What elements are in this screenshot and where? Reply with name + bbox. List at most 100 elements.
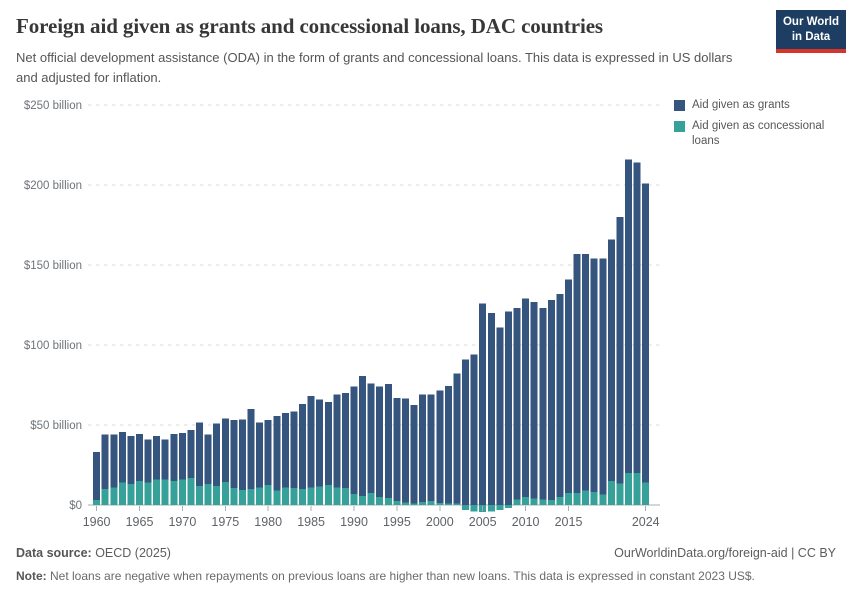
- bar-1967-loans[interactable]: [153, 479, 161, 505]
- bar-1989-grants[interactable]: [341, 393, 349, 489]
- bar-2005-grants[interactable]: [479, 303, 487, 505]
- bar-1984-loans[interactable]: [299, 489, 307, 505]
- bar-1973-loans[interactable]: [204, 484, 212, 505]
- bar-1977-loans[interactable]: [238, 489, 246, 505]
- bar-1982-grants[interactable]: [281, 413, 289, 488]
- bar-1972-loans[interactable]: [196, 485, 204, 505]
- bar-1995-loans[interactable]: [393, 501, 401, 505]
- bar-1969-loans[interactable]: [170, 481, 178, 505]
- bar-2015-loans[interactable]: [565, 493, 572, 505]
- bar-2013-grants[interactable]: [547, 300, 555, 501]
- bar-2017-grants[interactable]: [582, 253, 590, 491]
- bar-2017-loans[interactable]: [582, 490, 590, 505]
- bar-2011-grants[interactable]: [530, 301, 538, 499]
- bar-2014-loans[interactable]: [556, 497, 564, 505]
- bar-1994-grants[interactable]: [384, 384, 392, 498]
- bar-2009-grants[interactable]: [513, 308, 521, 500]
- bar-1975-loans[interactable]: [221, 481, 229, 505]
- bar-1995-grants[interactable]: [393, 397, 401, 501]
- bar-2020-loans[interactable]: [607, 481, 615, 505]
- bar-2022-grants[interactable]: [625, 159, 633, 473]
- bar-1989-loans[interactable]: [341, 488, 349, 505]
- bar-2012-grants[interactable]: [539, 308, 547, 500]
- bar-2020-grants[interactable]: [607, 239, 615, 481]
- bar-1988-grants[interactable]: [333, 394, 341, 488]
- bar-1996-grants[interactable]: [401, 398, 409, 503]
- bar-2018-grants[interactable]: [590, 258, 598, 493]
- bar-1991-grants[interactable]: [359, 376, 367, 497]
- bar-2016-loans[interactable]: [573, 493, 581, 505]
- bar-1978-loans[interactable]: [247, 489, 255, 505]
- bar-2019-grants[interactable]: [599, 258, 607, 495]
- bar-2021-grants[interactable]: [616, 217, 624, 484]
- bar-1984-grants[interactable]: [299, 404, 307, 489]
- bar-2000-loans[interactable]: [436, 503, 444, 505]
- bar-2021-loans[interactable]: [616, 483, 624, 505]
- bar-2014-grants[interactable]: [556, 293, 564, 497]
- bar-2008-loans[interactable]: [504, 505, 512, 509]
- bar-1987-grants[interactable]: [324, 401, 332, 485]
- bar-2015-grants[interactable]: [565, 279, 572, 493]
- bar-1961-grants[interactable]: [101, 434, 109, 489]
- bar-2006-loans[interactable]: [487, 505, 495, 512]
- bar-2000-grants[interactable]: [436, 390, 444, 504]
- bar-1960-grants[interactable]: [93, 452, 101, 501]
- bar-1963-loans[interactable]: [118, 482, 126, 505]
- bar-1969-grants[interactable]: [170, 433, 178, 481]
- bar-1961-loans[interactable]: [101, 489, 109, 505]
- bar-1962-loans[interactable]: [110, 487, 118, 505]
- bar-2001-loans[interactable]: [444, 503, 452, 505]
- bar-1968-loans[interactable]: [161, 479, 169, 505]
- bar-1993-grants[interactable]: [376, 386, 384, 497]
- bar-1978-grants[interactable]: [247, 409, 255, 489]
- bar-1996-loans[interactable]: [401, 502, 409, 505]
- bar-1981-grants[interactable]: [273, 416, 281, 491]
- bar-1965-loans[interactable]: [136, 481, 143, 505]
- bar-1988-loans[interactable]: [333, 487, 341, 505]
- bar-2002-grants[interactable]: [453, 373, 461, 504]
- bar-2001-grants[interactable]: [444, 386, 452, 504]
- bar-2008-grants[interactable]: [504, 311, 512, 505]
- bar-1990-grants[interactable]: [350, 386, 358, 494]
- bar-1960-loans[interactable]: [93, 500, 101, 505]
- bar-2003-loans[interactable]: [462, 505, 470, 510]
- bar-1994-loans[interactable]: [384, 497, 392, 505]
- bar-1986-loans[interactable]: [316, 486, 324, 505]
- bar-1986-grants[interactable]: [316, 399, 324, 487]
- bar-2004-grants[interactable]: [470, 354, 478, 505]
- bar-1979-grants[interactable]: [256, 422, 264, 488]
- bar-2004-loans[interactable]: [470, 505, 478, 512]
- bar-1973-grants[interactable]: [204, 434, 212, 485]
- bar-1997-grants[interactable]: [410, 405, 418, 504]
- bar-2006-grants[interactable]: [487, 313, 495, 505]
- bar-2018-loans[interactable]: [590, 492, 598, 505]
- bar-1972-grants[interactable]: [196, 422, 204, 486]
- bar-1980-grants[interactable]: [264, 420, 272, 485]
- bar-1983-loans[interactable]: [290, 488, 298, 505]
- bar-1985-grants[interactable]: [307, 396, 315, 488]
- bar-1987-loans[interactable]: [324, 485, 332, 505]
- bar-1974-grants[interactable]: [213, 423, 221, 486]
- bar-1966-grants[interactable]: [144, 439, 152, 483]
- bar-2003-grants[interactable]: [462, 359, 470, 505]
- bar-1966-loans[interactable]: [144, 482, 152, 505]
- bar-1965-grants[interactable]: [136, 433, 143, 481]
- bar-2010-grants[interactable]: [522, 298, 530, 497]
- bar-2007-grants[interactable]: [496, 327, 504, 505]
- bar-1981-loans[interactable]: [273, 490, 281, 505]
- bar-1975-grants[interactable]: [221, 418, 229, 482]
- bar-1974-loans[interactable]: [213, 485, 221, 505]
- bar-2016-grants[interactable]: [573, 253, 581, 493]
- bar-1970-loans[interactable]: [178, 479, 186, 505]
- bar-1999-loans[interactable]: [427, 501, 435, 505]
- bar-2009-loans[interactable]: [513, 499, 521, 505]
- bar-1992-loans[interactable]: [367, 493, 375, 505]
- bar-1982-loans[interactable]: [281, 487, 289, 505]
- bar-2010-loans[interactable]: [522, 497, 530, 505]
- bar-1976-loans[interactable]: [230, 488, 238, 505]
- bar-1970-grants[interactable]: [178, 433, 186, 480]
- bar-2007-loans[interactable]: [496, 505, 504, 510]
- bar-2002-loans[interactable]: [453, 503, 461, 505]
- bar-1998-grants[interactable]: [419, 394, 427, 502]
- bar-2013-loans[interactable]: [547, 500, 555, 505]
